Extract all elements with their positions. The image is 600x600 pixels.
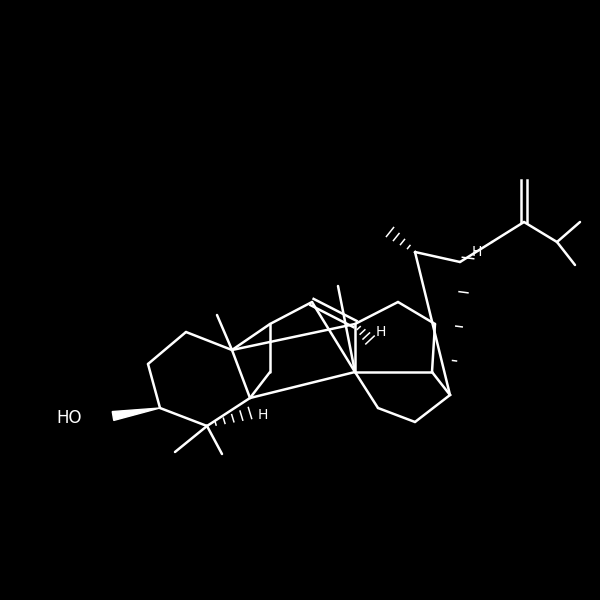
Polygon shape [112, 408, 160, 421]
Text: HO: HO [56, 409, 82, 427]
Text: H: H [472, 245, 482, 259]
Text: H: H [376, 325, 386, 339]
Text: H: H [258, 408, 268, 422]
